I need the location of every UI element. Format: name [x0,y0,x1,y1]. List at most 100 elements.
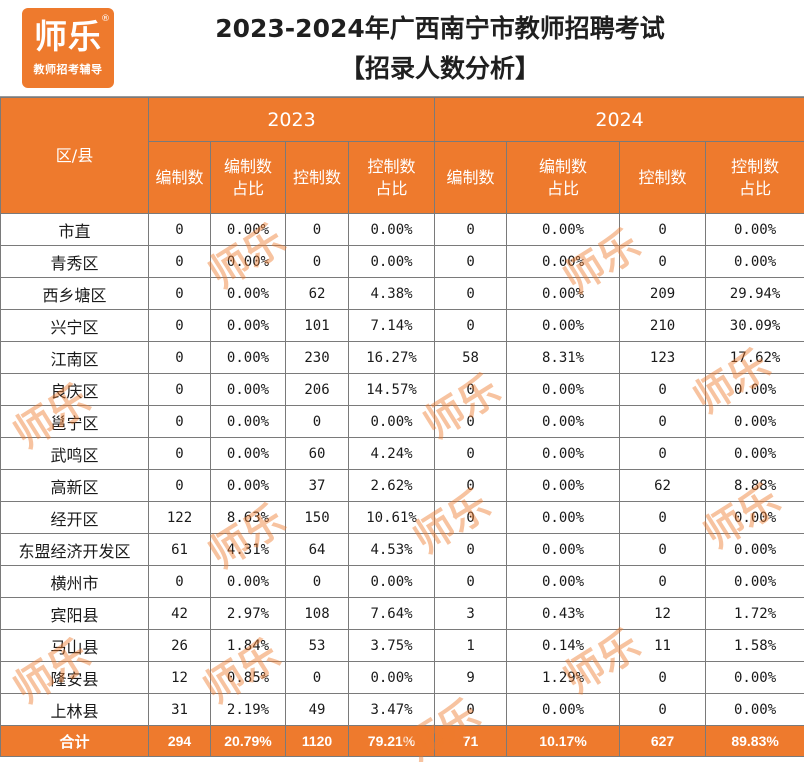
value-cell: 0.00% [210,469,286,502]
value-cell: 37 [285,469,349,502]
value-cell: 4.53% [347,533,436,566]
value-cell: 0 [619,245,707,278]
region-cell: 横州市 [0,565,149,598]
brand-logo: 师乐 ® 教师招考辅导 [22,8,114,88]
value-cell: 0.00% [506,213,621,246]
value-cell: 0 [434,693,508,726]
value-cell: 0.00% [210,437,286,470]
region-header: 区/县 [0,97,149,214]
value-cell: 30.09% [705,309,804,342]
value-cell: 0.00% [347,565,436,598]
value-cell: 0.00% [705,565,804,598]
value-cell: 0.00% [506,501,621,534]
table-row: 西乡塘区 0 0.00% 62 4.38% 0 0.00% 209 29.94% [0,277,804,310]
value-cell: 26 [148,629,211,662]
region-cell: 江南区 [0,341,149,374]
value-cell: 0 [434,213,508,246]
value-cell: 58 [434,341,508,374]
value-cell: 1.72% [705,597,804,630]
value-cell: 0 [148,405,211,438]
value-cell: 7.14% [347,309,436,342]
column-header-line2: 占比 [547,178,580,198]
value-cell: 0 [285,661,349,694]
value-cell: 0.00% [705,213,804,246]
value-cell: 0.00% [506,533,621,566]
value-cell: 0 [148,277,211,310]
table-row: 邕宁区 0 0.00% 0 0.00% 0 0.00% 0 0.00% [0,405,804,438]
column-header: 编制数 占比 [210,141,286,214]
value-cell: 0.00% [506,245,621,278]
column-header-line1: 控制数 [292,167,341,187]
column-header-line1: 控制数 [731,156,780,176]
value-cell: 0 [619,661,707,694]
total-value-cell: 1120 [285,725,349,757]
value-cell: 0.00% [705,373,804,406]
table-row: 良庆区 0 0.00% 206 14.57% 0 0.00% 0 0.00% [0,373,804,406]
value-cell: 0.00% [506,373,621,406]
value-cell: 2.62% [347,469,436,502]
value-cell: 7.64% [347,597,436,630]
value-cell: 0 [619,693,707,726]
column-header: 控制数 占比 [347,141,436,214]
value-cell: 4.24% [347,437,436,470]
logo-text: 师乐 [34,17,102,56]
value-cell: 1.84% [210,629,286,662]
region-cell: 邕宁区 [0,405,149,438]
value-cell: 61 [148,533,211,566]
value-cell: 8.63% [210,501,286,534]
value-cell: 0.43% [506,597,621,630]
value-cell: 0 [285,565,349,598]
table-row: 江南区 0 0.00% 230 16.27% 58 8.31% 123 17.62% [0,341,804,374]
value-cell: 0.00% [705,693,804,726]
value-cell: 122 [148,501,211,534]
value-cell: 0.00% [506,309,621,342]
value-cell: 4.38% [347,277,436,310]
table-row: 马山县 26 1.84% 53 3.75% 1 0.14% 11 1.58% [0,629,804,662]
value-cell: 0.00% [705,661,804,694]
value-cell: 0 [148,341,211,374]
table-row: 高新区 0 0.00% 37 2.62% 0 0.00% 62 8.88% [0,469,804,502]
region-cell: 隆安县 [0,661,149,694]
value-cell: 0 [619,533,707,566]
column-header-line1: 控制数 [638,167,687,187]
value-cell: 2.19% [210,693,286,726]
value-cell: 0 [619,405,707,438]
value-cell: 206 [285,373,349,406]
value-cell: 1.29% [506,661,621,694]
value-cell: 0 [434,405,508,438]
value-cell: 3 [434,597,508,630]
value-cell: 0 [434,437,508,470]
value-cell: 0 [434,501,508,534]
value-cell: 0.00% [506,405,621,438]
value-cell: 209 [619,277,707,310]
value-cell: 0.00% [506,565,621,598]
value-cell: 0.00% [347,245,436,278]
value-cell: 0.00% [210,373,286,406]
value-cell: 0 [619,373,707,406]
value-cell: 150 [285,501,349,534]
value-cell: 0.00% [210,405,286,438]
value-cell: 62 [619,469,707,502]
value-cell: 0.00% [705,533,804,566]
value-cell: 0 [148,565,211,598]
header: 师乐 ® 教师招考辅导 2023-2024年广西南宁市教师招聘考试 【招录人数分… [0,0,804,97]
value-cell: 0.00% [210,341,286,374]
value-cell: 9 [434,661,508,694]
value-cell: 0 [148,309,211,342]
value-cell: 0 [434,469,508,502]
column-header: 控制数 [285,141,349,214]
region-cell: 兴宁区 [0,309,149,342]
value-cell: 17.62% [705,341,804,374]
table-row: 武鸣区 0 0.00% 60 4.24% 0 0.00% 0 0.00% [0,437,804,470]
table-row: 兴宁区 0 0.00% 101 7.14% 0 0.00% 210 30.09% [0,309,804,342]
value-cell: 3.75% [347,629,436,662]
value-cell: 123 [619,341,707,374]
total-value-cell: 89.83% [705,725,804,757]
value-cell: 0 [434,309,508,342]
value-cell: 210 [619,309,707,342]
column-header: 编制数 占比 [506,141,621,214]
table-row: 东盟经济开发区 61 4.31% 64 4.53% 0 0.00% 0 0.00% [0,533,804,566]
table-row: 市直 0 0.00% 0 0.00% 0 0.00% 0 0.00% [0,213,804,246]
region-cell: 宾阳县 [0,597,149,630]
region-cell: 马山县 [0,629,149,662]
